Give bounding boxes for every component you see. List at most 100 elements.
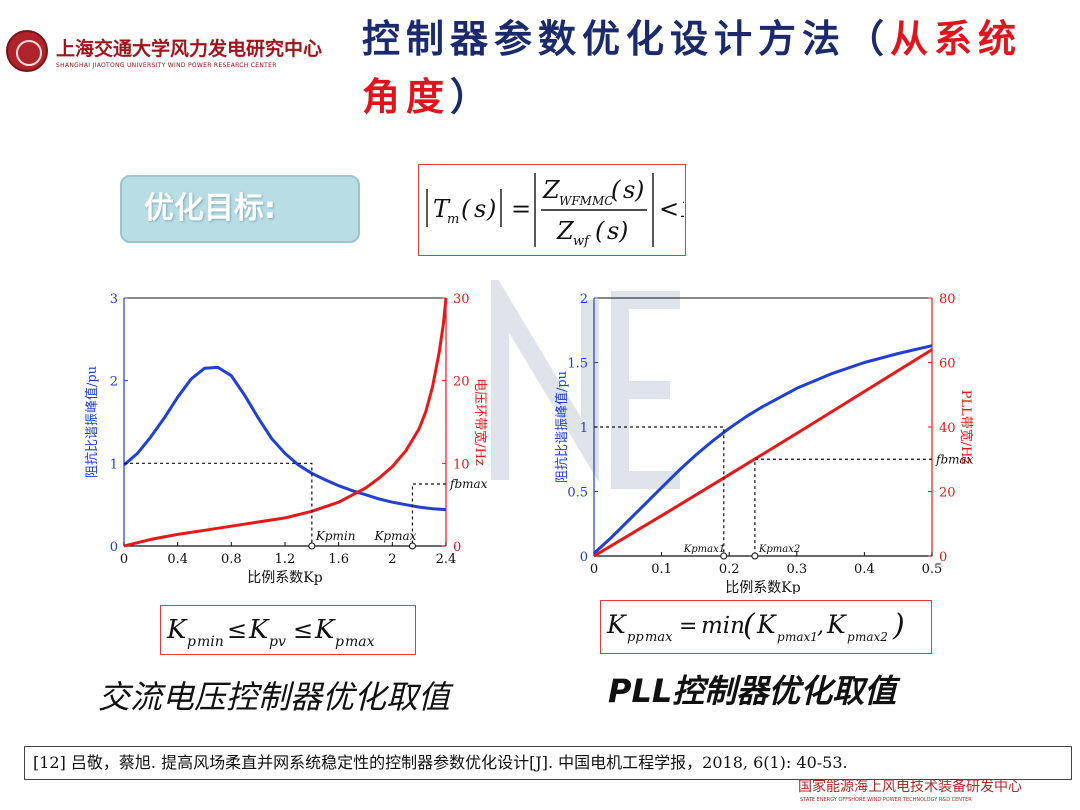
kp-range-graphic: K p min ≤ K pv ≤ K p max bbox=[166, 615, 375, 650]
x-tick-label: 1.2 bbox=[275, 552, 296, 567]
svg-text:): ) bbox=[892, 608, 905, 643]
x-tick-label: 0.4 bbox=[167, 552, 188, 567]
svg-text:min: min bbox=[701, 613, 745, 639]
svg-text:K: K bbox=[314, 615, 336, 645]
x-tick-label: 0 bbox=[590, 562, 598, 577]
kpmax1-label: Kpmax1 bbox=[683, 544, 725, 555]
svg-text:K: K bbox=[166, 615, 188, 645]
kpmax2-marker bbox=[751, 552, 759, 560]
x-tick-label: 1.6 bbox=[328, 552, 349, 567]
kpmin-label: Kpmin bbox=[315, 529, 356, 543]
svg-text:K: K bbox=[606, 610, 627, 639]
svg-text:(: ( bbox=[461, 195, 471, 223]
svg-text:(: ( bbox=[611, 176, 621, 204]
y-left-tick-label: 1.5 bbox=[567, 357, 588, 372]
svg-text:Z: Z bbox=[556, 217, 575, 245]
x-tick-label: 0.8 bbox=[221, 552, 242, 567]
svg-text:K: K bbox=[248, 615, 270, 645]
kp-range-formula: K p min ≤ K pv ≤ K p max bbox=[160, 605, 416, 655]
bandwidth-curve bbox=[123, 297, 448, 548]
svg-text:): ) bbox=[634, 176, 644, 204]
svg-text:<1: <1 bbox=[659, 195, 684, 223]
svg-text:): ) bbox=[618, 217, 628, 245]
kpmax-label: Kpmax bbox=[373, 529, 416, 543]
optimization-goal-label: 优化目标: bbox=[120, 175, 360, 243]
guide-line-kpmin bbox=[124, 462, 313, 546]
svg-text:T: T bbox=[433, 195, 451, 223]
y-right-tick-label: 30 bbox=[453, 292, 470, 307]
svg-text:(: ( bbox=[743, 608, 756, 643]
kpmax-marker bbox=[408, 542, 416, 550]
pll-kp-graphic: K pp max = min ( K p max1 , K p max2 ) bbox=[606, 608, 905, 645]
impedance-ratio-curve bbox=[592, 344, 933, 555]
chart-pll: 0 0.1 0.2 0.3 0.4 0.500.511.52020406080比例系数Kp… bbox=[554, 292, 974, 594]
y-right-tick-label: 80 bbox=[939, 292, 956, 307]
svg-text:p: p bbox=[777, 630, 785, 644]
title-part3: ） bbox=[450, 74, 495, 119]
x-tick-label: 0.3 bbox=[786, 562, 807, 577]
footer-center-name: 国家能源海上风电技术装备研发中心 bbox=[798, 779, 1022, 795]
x-tick-label: 2.4 bbox=[436, 552, 457, 567]
bandwidth-curve bbox=[593, 348, 933, 558]
y-right-tick-label: 0 bbox=[453, 540, 461, 555]
caption-ac-voltage: 交流电压控制器优化取值 bbox=[98, 678, 451, 716]
x-tick-label: 0.1 bbox=[651, 562, 672, 577]
fbmax-label: fbmax bbox=[935, 452, 974, 466]
svg-text:max1: max1 bbox=[785, 630, 818, 644]
svg-text:WFMMC: WFMMC bbox=[559, 194, 613, 208]
objective-formula: T m (s) = Z WFMMC (s) Z wf (s) <1 bbox=[418, 164, 694, 256]
y-right-tick-label: 0 bbox=[939, 550, 947, 565]
org-name-en: SHANGHAI JIAOTONG UNIVERSITY WIND POWER … bbox=[56, 62, 277, 69]
svg-text:≤: ≤ bbox=[293, 616, 313, 644]
y-right-tick-label: 40 bbox=[939, 421, 956, 436]
pll-kp-formula: K pp max = min ( K p max1 , K p max2 ) bbox=[600, 600, 932, 654]
svg-text:max2: max2 bbox=[855, 630, 888, 644]
title-part1: 控制器参数优化设计方法（ bbox=[362, 16, 891, 61]
svg-text:pp: pp bbox=[627, 630, 644, 645]
slide-title: 控制器参数优化设计方法（从系统角度） bbox=[362, 10, 1062, 126]
svg-text:m: m bbox=[447, 212, 459, 227]
reference-citation: [12] 吕敬，蔡旭. 提高风场柔直并网系统稳定性的控制器参数优化设计[J]. … bbox=[24, 746, 1072, 780]
x-tick-label: 0.4 bbox=[854, 562, 875, 577]
svg-text:p: p bbox=[335, 634, 344, 650]
y-left-tick-label: 2 bbox=[580, 292, 588, 307]
svg-text:s: s bbox=[623, 176, 635, 204]
svg-text:s: s bbox=[474, 195, 486, 223]
objective-formula-graphic: T m (s) = Z WFMMC (s) Z wf (s) <1 bbox=[426, 173, 694, 249]
svg-text:min: min bbox=[197, 634, 224, 650]
svg-text:K: K bbox=[826, 610, 847, 639]
y-left-tick-label: 1 bbox=[580, 421, 588, 436]
svg-text:s: s bbox=[607, 217, 619, 245]
x-tick-label: 2 bbox=[388, 552, 396, 567]
y-left-tick-label: 0 bbox=[110, 540, 118, 555]
x-axis-label: 比例系数Kp bbox=[247, 570, 322, 586]
fbmax-label: fbmax bbox=[449, 477, 488, 491]
svg-text:=: = bbox=[679, 614, 697, 639]
x-tick-label: 0.5 bbox=[922, 562, 943, 577]
y-right-axis-label: PLL带宽/Hz bbox=[958, 390, 974, 465]
y-left-tick-label: 1 bbox=[110, 457, 118, 472]
x-tick-label: 0 bbox=[120, 552, 128, 567]
y-left-axis-label: 阻抗比谐振峰值/pu bbox=[554, 371, 570, 483]
y-left-tick-label: 2 bbox=[110, 375, 118, 390]
svg-text:pv: pv bbox=[269, 634, 286, 650]
y-left-tick-label: 3 bbox=[110, 292, 118, 307]
svg-text:≤: ≤ bbox=[227, 616, 247, 644]
title-part2: 从系统角度 bbox=[362, 16, 1023, 119]
y-right-tick-label: 20 bbox=[453, 375, 470, 390]
y-left-axis-label: 阻抗比谐振峰值/pu bbox=[84, 366, 100, 478]
caption-pll: PLL控制器优化取值 bbox=[608, 672, 897, 710]
guide-line-kpmax2 bbox=[754, 458, 932, 556]
y-left-tick-label: 0 bbox=[580, 550, 588, 565]
university-logo bbox=[6, 30, 48, 72]
watermark-logo bbox=[491, 280, 680, 489]
chart-ac-voltage: 0 0.4 0.8 1.2 1.6 2 2.401230102030比例系数Kp阻抗比谐振峰… bbox=[84, 292, 488, 586]
x-tick-label: 0.2 bbox=[719, 562, 740, 577]
svg-text:K: K bbox=[756, 610, 777, 639]
kpmax1-marker bbox=[720, 552, 728, 560]
y-left-tick-label: 0.5 bbox=[567, 486, 588, 501]
y-right-tick-label: 10 bbox=[453, 457, 470, 472]
svg-text:(: ( bbox=[595, 217, 605, 245]
svg-text:p: p bbox=[187, 634, 196, 650]
y-right-axis-label: 电压环带宽/Hz bbox=[472, 378, 488, 466]
